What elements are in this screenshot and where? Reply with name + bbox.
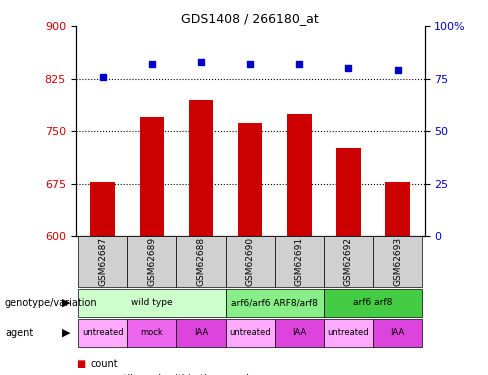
Text: ■: ■: [76, 374, 85, 375]
Title: GDS1408 / 266180_at: GDS1408 / 266180_at: [181, 12, 319, 25]
Text: untreated: untreated: [82, 328, 123, 338]
Text: ▶: ▶: [62, 298, 71, 308]
Bar: [336, 148, 361, 236]
Text: mock: mock: [141, 328, 163, 338]
Text: wild type: wild type: [131, 298, 173, 307]
Text: untreated: untreated: [229, 328, 271, 338]
Bar: [238, 123, 263, 236]
Bar: [225, 319, 275, 347]
Bar: [90, 182, 115, 236]
Text: ■: ■: [76, 359, 85, 369]
Text: genotype/variation: genotype/variation: [5, 298, 98, 308]
Bar: [385, 182, 410, 236]
Bar: [275, 319, 324, 347]
Text: ▶: ▶: [62, 328, 71, 338]
Bar: [189, 100, 213, 236]
Text: arf6 arf8: arf6 arf8: [353, 298, 393, 307]
Bar: [78, 319, 127, 347]
Bar: [140, 117, 164, 236]
Bar: [127, 319, 176, 347]
Text: arf6/arf6 ARF8/arf8: arf6/arf6 ARF8/arf8: [231, 298, 318, 307]
Bar: [225, 289, 324, 317]
Text: IAA: IAA: [292, 328, 306, 338]
Text: IAA: IAA: [390, 328, 405, 338]
Text: count: count: [90, 359, 118, 369]
Text: GSM62692: GSM62692: [344, 237, 353, 286]
Bar: [287, 114, 311, 236]
Text: percentile rank within the sample: percentile rank within the sample: [90, 374, 255, 375]
Text: GSM62687: GSM62687: [98, 237, 107, 286]
Text: GSM62689: GSM62689: [147, 237, 156, 286]
Bar: [176, 236, 225, 287]
Text: GSM62690: GSM62690: [245, 237, 255, 286]
Bar: [127, 236, 176, 287]
Bar: [373, 319, 422, 347]
Bar: [225, 236, 275, 287]
Text: GSM62693: GSM62693: [393, 237, 402, 286]
Bar: [176, 319, 225, 347]
Bar: [373, 236, 422, 287]
Bar: [324, 289, 422, 317]
Text: untreated: untreated: [327, 328, 369, 338]
Text: agent: agent: [5, 328, 33, 338]
Bar: [78, 236, 127, 287]
Bar: [324, 236, 373, 287]
Bar: [78, 289, 225, 317]
Text: GSM62688: GSM62688: [197, 237, 205, 286]
Bar: [275, 236, 324, 287]
Text: IAA: IAA: [194, 328, 208, 338]
Bar: [324, 319, 373, 347]
Text: GSM62691: GSM62691: [295, 237, 304, 286]
